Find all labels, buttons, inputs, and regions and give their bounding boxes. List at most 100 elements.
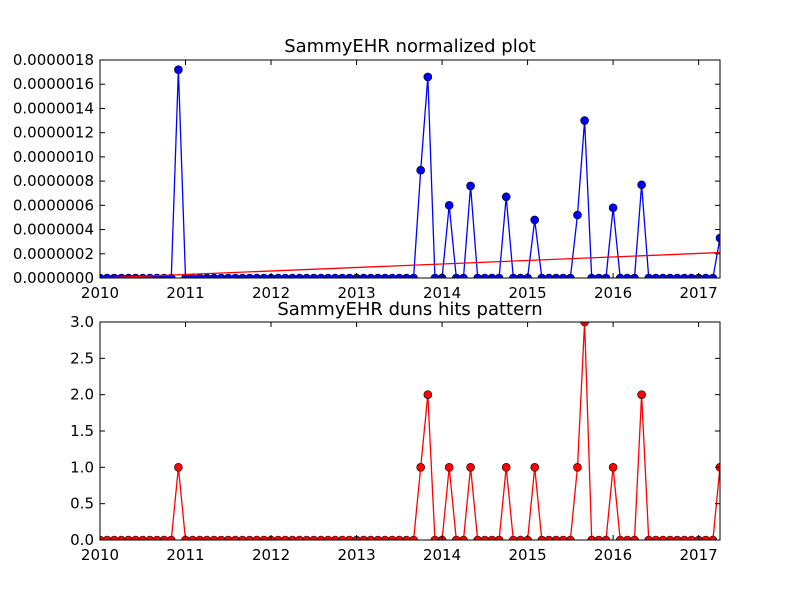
data-point	[223, 273, 233, 278]
data-point	[601, 273, 611, 278]
data-point	[494, 273, 504, 278]
chart-title: SammyEHR duns hits pattern	[277, 299, 542, 320]
data-point	[566, 535, 575, 540]
x-tick-label: 2010	[81, 546, 119, 564]
data-point	[174, 65, 183, 74]
data-point	[430, 273, 440, 278]
data-point	[658, 535, 668, 540]
data-point	[558, 273, 568, 278]
data-point	[687, 535, 696, 540]
data-point	[316, 273, 326, 278]
y-tick-label: 0.0000002	[13, 245, 94, 263]
data-point	[623, 535, 632, 540]
data-point	[373, 535, 383, 540]
axes-frame	[99, 59, 721, 279]
data-point	[701, 273, 711, 278]
data-point	[345, 273, 354, 278]
data-point	[259, 273, 269, 278]
data-point	[295, 273, 304, 278]
data-point	[359, 535, 368, 540]
data-point	[423, 390, 433, 399]
data-point	[231, 535, 240, 540]
data-point	[644, 535, 654, 540]
data-point	[680, 535, 689, 540]
data-point	[245, 535, 254, 540]
data-point	[280, 273, 290, 278]
chart-title: SammyEHR normalized plot	[284, 36, 536, 57]
data-point	[544, 273, 554, 278]
data-point	[273, 273, 283, 278]
data-point	[473, 535, 482, 540]
data-point	[216, 273, 226, 278]
data-point	[580, 322, 589, 327]
data-point	[473, 273, 482, 278]
data-point	[387, 535, 397, 540]
data-point	[102, 535, 112, 540]
data-point	[338, 535, 347, 540]
axes-frame	[99, 321, 721, 541]
y-tick-label: 0.0000006	[13, 196, 94, 214]
data-point	[295, 535, 304, 540]
x-tick-label: 2016	[594, 546, 632, 564]
data-point	[630, 535, 639, 540]
x-tick-label: 2015	[508, 546, 546, 564]
data-point	[195, 535, 205, 540]
data-point	[708, 535, 718, 540]
data-point	[238, 273, 247, 278]
x-tick-label: 2011	[166, 546, 204, 564]
data-point	[665, 273, 675, 278]
data-point	[309, 535, 319, 540]
data-point	[623, 273, 632, 278]
data-point	[637, 390, 646, 399]
data-point	[651, 535, 661, 540]
data-point	[530, 215, 540, 225]
data-point	[672, 273, 682, 278]
data-point	[608, 203, 618, 213]
data-point	[444, 201, 454, 210]
data-point	[380, 535, 390, 540]
data-point	[430, 535, 440, 540]
y-tick-label: 0.0000016	[13, 75, 94, 93]
data-point	[708, 273, 718, 278]
data-point	[587, 535, 597, 540]
data-point	[395, 535, 404, 540]
chart-normalized-plot: SammyEHR normalized plot 2010 2011 2012 201…	[13, 36, 721, 302]
data-point	[608, 463, 618, 472]
x-tick-label: 2017	[680, 284, 718, 302]
x-tick-label: 2011	[166, 284, 204, 302]
data-point	[537, 535, 547, 540]
data-point	[444, 463, 454, 472]
data-point	[159, 535, 169, 540]
data-point	[516, 535, 525, 540]
data-point	[558, 535, 568, 540]
data-point	[459, 535, 468, 540]
data-point	[580, 116, 589, 125]
x-tick-label: 2013	[337, 284, 375, 302]
data-point	[109, 535, 119, 540]
data-point	[637, 180, 646, 190]
data-point	[501, 192, 511, 202]
data-point	[124, 535, 133, 540]
data-point	[373, 273, 383, 278]
data-point	[402, 273, 411, 278]
data-point	[459, 273, 468, 278]
data-point	[630, 273, 639, 278]
data-point	[117, 535, 126, 540]
data-point	[166, 535, 176, 540]
data-point	[551, 273, 561, 278]
data-point	[238, 535, 247, 540]
data-point	[188, 535, 197, 540]
data-point	[223, 535, 233, 540]
data-point	[715, 233, 720, 243]
y-tick-label: 2.0	[70, 386, 94, 404]
data-point	[594, 273, 604, 278]
data-point	[665, 535, 675, 540]
trend-line	[100, 251, 720, 278]
data-point	[701, 535, 711, 540]
data-point	[395, 273, 404, 278]
data-point	[601, 535, 611, 540]
x-tick-label: 2016	[594, 284, 632, 302]
y-tick-label: 0.0000004	[13, 221, 94, 239]
data-point	[387, 273, 397, 278]
y-tick-label: 1.0	[70, 458, 94, 476]
